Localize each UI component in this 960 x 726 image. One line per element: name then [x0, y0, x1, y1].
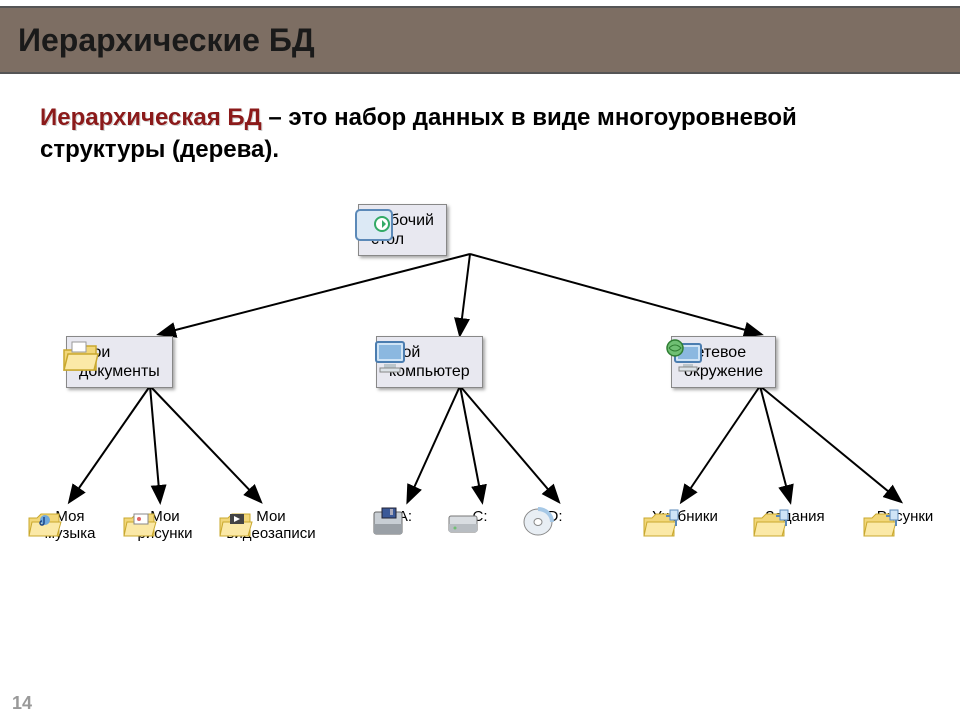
leaf-drive-a: A:	[370, 506, 440, 525]
node-root: Рабочий стол	[352, 204, 447, 256]
tree-edges	[0, 196, 960, 676]
term-highlight: Иерархическая БД	[40, 104, 262, 131]
leaf-drive-c: C:	[445, 506, 515, 525]
page-number: 14	[12, 693, 32, 714]
slide-title: Иерархические БД	[18, 22, 315, 59]
leaf-music: Моя музыка	[25, 506, 115, 543]
leaf-tasks: Задания	[750, 506, 840, 525]
leaf-drawings: Рисунки	[860, 506, 950, 525]
definition-text: Иерархическая БД – это набор данных в ви…	[0, 74, 960, 177]
node-comp: Мой компьютер	[370, 336, 483, 388]
leaf-pictures: Мои рисунки	[120, 506, 210, 543]
tree-diagram: Рабочий стол Мои документы Мой компьютер	[0, 196, 960, 676]
leaf-videos: Мои видеозаписи	[216, 506, 326, 543]
leaf-drive-d: D:	[520, 506, 590, 525]
node-net: Сетевое окружение	[665, 336, 776, 388]
node-docs: Мои документы	[60, 336, 173, 388]
leaf-textbooks: Учебники	[640, 506, 730, 525]
slide-header: Иерархические БД	[0, 6, 960, 74]
